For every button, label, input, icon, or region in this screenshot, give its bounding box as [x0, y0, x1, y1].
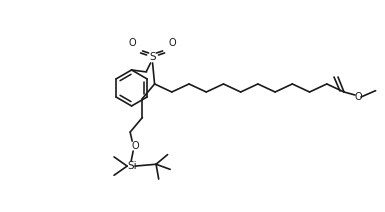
Text: Si: Si — [127, 161, 137, 171]
Text: O: O — [354, 92, 362, 102]
Text: O: O — [169, 38, 176, 48]
Text: O: O — [129, 38, 136, 48]
Text: O: O — [131, 141, 139, 151]
Text: S: S — [149, 52, 156, 62]
